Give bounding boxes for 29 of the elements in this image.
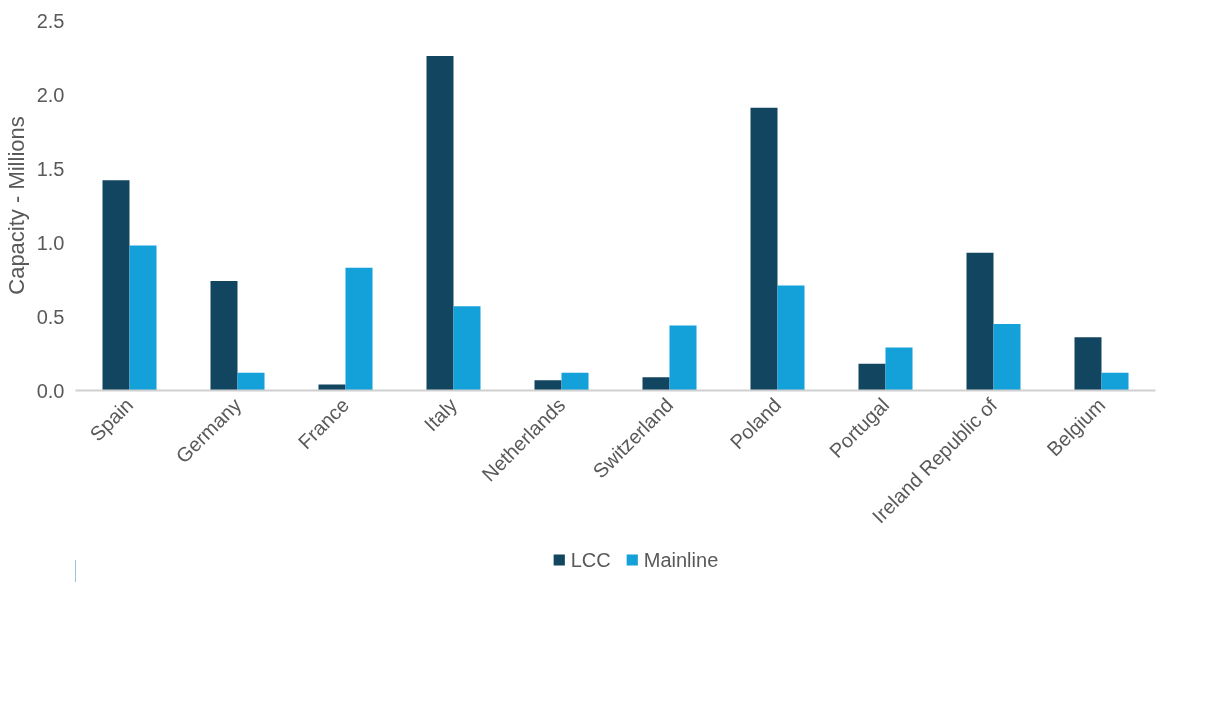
bar (669, 325, 697, 391)
legend-label: LCC (570, 548, 611, 571)
bar (1074, 337, 1102, 391)
bar (237, 372, 265, 391)
bar (993, 323, 1021, 391)
bar (750, 107, 778, 391)
legend-label: Mainline (643, 548, 719, 571)
bar (966, 252, 994, 391)
bar (858, 363, 886, 391)
bar (426, 56, 454, 391)
y-tick-label: 0.5 (36, 305, 65, 328)
bar (777, 285, 805, 391)
bar (453, 306, 481, 391)
y-tick-label: 2.0 (36, 83, 65, 106)
bar (642, 377, 670, 391)
bar (1101, 372, 1129, 391)
y-tick-label: 1.5 (36, 157, 65, 180)
bar (210, 280, 238, 391)
y-tick-label: 2.5 (36, 9, 65, 32)
bar (885, 347, 913, 391)
y-tick-label: 0.0 (36, 379, 65, 402)
bar (345, 267, 373, 391)
bar (129, 245, 157, 391)
y-tick-label: 1.0 (36, 231, 65, 254)
bar (534, 380, 562, 391)
x-tick-label: Italy (419, 393, 462, 436)
bar (102, 180, 130, 391)
y-axis-title: Capacity - Millions (3, 116, 29, 295)
bar (561, 372, 589, 391)
